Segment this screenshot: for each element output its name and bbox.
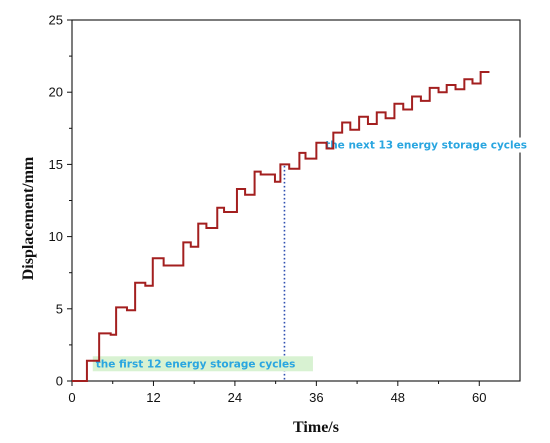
y-axis-title: Displacement/mm [20,156,37,280]
y-tick-label: 15 [49,157,63,172]
y-tick-label: 25 [49,13,63,28]
x-tick-label: 0 [68,390,75,405]
axes: 0 12 24 36 48 60 0 5 10 15 20 25 [49,13,521,405]
plot-frame [71,19,521,382]
plot-area: the first 12 energy storage cycles the ne… [72,70,537,382]
x-tick-label: 36 [309,390,323,405]
annotation-background [92,356,313,372]
y-tick-label: 5 [56,301,63,316]
x-tick-label: 24 [228,390,242,405]
y-tick-label: 10 [49,229,63,244]
annotation-background [322,137,537,153]
labels: Time/s Displacement/mm [20,156,339,436]
y-tick-label: 0 [56,374,63,389]
x-tick-label: 60 [472,390,486,405]
y-tick-label: 20 [49,85,63,100]
x-tick-label: 48 [391,390,405,405]
annotation-label: the first 12 energy storage cycles [96,358,296,370]
x-axis-title: Time/s [293,419,339,436]
annotation-label: the next 13 energy storage cycles [325,140,527,152]
x-tick-label: 12 [146,390,160,405]
displacement-series-line [72,70,490,382]
